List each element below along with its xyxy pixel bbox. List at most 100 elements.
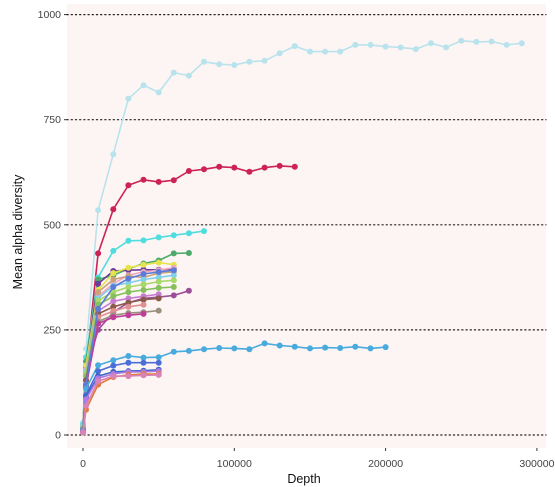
data-point — [125, 182, 132, 189]
data-point — [110, 373, 117, 380]
data-point — [352, 41, 359, 48]
data-point — [125, 373, 132, 380]
data-point — [95, 305, 102, 312]
data-point — [155, 354, 162, 361]
y-axis-title: Mean alpha diversity — [11, 174, 25, 289]
data-point — [231, 164, 238, 171]
data-point — [216, 61, 223, 68]
data-point — [216, 163, 223, 170]
data-point — [110, 276, 117, 283]
data-point — [140, 82, 147, 89]
data-point — [428, 40, 434, 47]
y-axis-ticks: 0 250 500 750 1000 — [38, 9, 67, 442]
x-tick-label: 0 — [80, 458, 86, 470]
data-point — [307, 345, 313, 352]
data-point — [216, 345, 223, 351]
data-point — [185, 347, 192, 354]
series — [80, 359, 162, 435]
data-point — [170, 292, 177, 299]
data-point — [170, 272, 177, 279]
data-point — [155, 295, 162, 302]
data-point — [201, 228, 207, 235]
data-point — [140, 310, 147, 317]
data-point — [261, 164, 268, 171]
data-point — [125, 95, 132, 102]
data-point — [246, 346, 253, 353]
data-point — [291, 343, 298, 350]
data-point — [125, 264, 132, 271]
x-axis-ticks: 0 100000 200000 300000 — [80, 448, 555, 470]
data-point — [95, 250, 102, 257]
data-point — [125, 312, 132, 319]
series-line — [82, 165, 295, 427]
data-point — [352, 343, 359, 350]
data-point — [261, 57, 268, 64]
data-point — [503, 41, 510, 48]
data-point — [155, 234, 162, 241]
data-point — [185, 250, 192, 256]
y-tick-label: 250 — [43, 324, 61, 336]
data-point — [125, 295, 132, 302]
data-point — [110, 247, 117, 254]
data-point — [95, 280, 102, 287]
data-point — [170, 348, 177, 355]
data-point — [261, 340, 268, 347]
data-point — [140, 271, 147, 277]
data-point — [95, 362, 102, 369]
data-point — [80, 429, 86, 436]
data-point — [140, 237, 147, 244]
data-point — [170, 277, 177, 284]
data-point — [110, 289, 117, 296]
data-point — [95, 207, 102, 214]
data-point — [382, 344, 389, 351]
y-tick-label: 750 — [43, 114, 61, 126]
data-point — [110, 314, 117, 321]
x-axis-title: Depth — [287, 472, 320, 486]
data-point — [140, 287, 147, 293]
data-point — [155, 359, 162, 366]
data-point — [110, 270, 117, 277]
data-point — [83, 385, 89, 392]
data-point — [276, 162, 283, 169]
data-point — [125, 284, 132, 290]
data-point — [170, 284, 177, 290]
x-tick-label: 200000 — [368, 458, 403, 470]
data-point — [140, 354, 147, 361]
data-point — [155, 274, 162, 281]
data-point — [110, 206, 117, 213]
data-point — [95, 289, 102, 296]
data-point — [170, 177, 177, 184]
data-point — [140, 301, 147, 308]
series — [80, 371, 162, 436]
data-point — [185, 72, 192, 79]
data-point — [185, 287, 192, 294]
data-point — [140, 359, 147, 366]
data-point — [382, 43, 389, 50]
data-point — [83, 402, 89, 409]
data-point — [170, 232, 177, 239]
data-point — [155, 268, 162, 275]
grid-lines — [66, 14, 547, 436]
data-point — [458, 37, 465, 44]
data-point — [201, 166, 207, 173]
data-point — [201, 58, 207, 65]
data-point — [155, 178, 162, 185]
data-point — [110, 284, 117, 290]
data-point — [110, 298, 117, 305]
data-point — [140, 281, 147, 288]
data-point — [170, 69, 177, 76]
data-point — [201, 346, 207, 353]
data-point — [95, 368, 102, 375]
data-point — [185, 168, 192, 174]
data-point — [155, 291, 162, 298]
data-point — [125, 289, 132, 296]
data-point — [291, 43, 298, 50]
data-point — [170, 267, 177, 274]
plot-panel-background — [67, 4, 546, 448]
data-point — [125, 279, 132, 286]
data-point — [473, 38, 480, 45]
data-point — [125, 353, 132, 359]
data-point — [140, 372, 147, 379]
